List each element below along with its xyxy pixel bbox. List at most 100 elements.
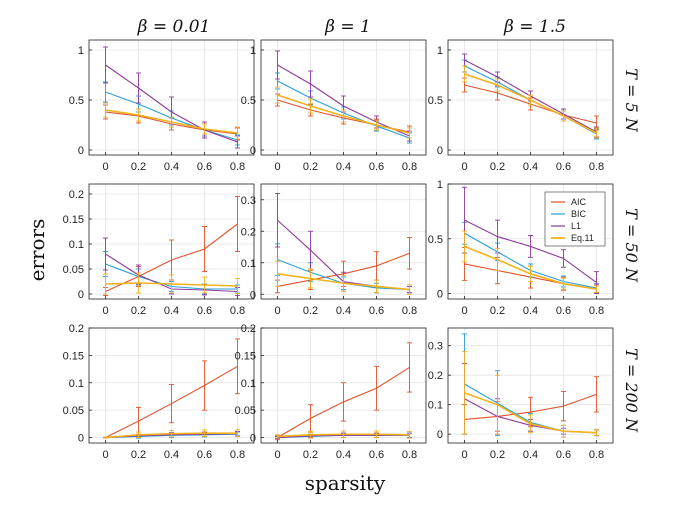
panel-2-2-ytick-label-0: 0: [437, 429, 443, 441]
panel-2-2-ytick-label-3: 0.3: [428, 341, 443, 353]
panel-2-0-ytick-label-1: 0.05: [63, 405, 84, 417]
panel-1-1: 0 0.2 0.4 0.6 0.8 0 0.1 0.2 0.3: [241, 183, 427, 317]
panel-1-1-xtick-label-2: 0.4: [336, 305, 351, 317]
column-title-2: β = 1.5: [503, 17, 566, 37]
panel-0-1-xtick-label-3: 0.6: [369, 161, 384, 173]
panel-2-1-ytick-label-0: 0: [250, 433, 256, 445]
panel-1-1-ytick-label-3: 0.3: [241, 195, 256, 207]
panels-group: 0 0.2 0.4 0.6 0.8 0 0.5 1 0 0.2 0.4 0.6 0.8 0 0.5 1 0 0.2…: [63, 39, 614, 461]
panel-2-1-xtick-label-0: 0: [274, 449, 280, 461]
panel-0-0-ytick-label-0: 0: [78, 145, 84, 157]
panel-2-0-series-aic: [103, 338, 240, 439]
panel-0-0-xtick-label-2: 0.4: [164, 161, 179, 173]
panel-1-2-xtick-label-1: 0.2: [490, 305, 505, 317]
panel-2-2-xtick-label-2: 0.4: [523, 449, 538, 461]
panel-2-1-xtick-label-1: 0.2: [303, 449, 318, 461]
panel-2-1-ytick-label-2: 0.1: [241, 378, 256, 390]
panel-0-2-xtick-label-1: 0.2: [490, 161, 505, 173]
legend-box: [544, 191, 606, 247]
panel-1-0-ytick-label-2: 0.1: [69, 239, 84, 251]
panel-1-2-series-l1: [462, 186, 599, 294]
panel-1-0-series-eq11: [103, 272, 240, 295]
panel-0-2-ytick-label-2: 1: [437, 45, 443, 57]
panel-1-0-xtick-label-0: 0: [102, 305, 108, 317]
panel-2-1-ytick-label-4: 0.2: [241, 323, 256, 335]
panel-1-0-ytick-label-3: 0.15: [63, 214, 84, 226]
panel-2-1-xtick-label-4: 0.8: [402, 449, 417, 461]
panel-1-0-xtick-label-1: 0.2: [131, 305, 146, 317]
panel-0-2: 0 0.2 0.4 0.6 0.8 0 0.5 1: [428, 39, 614, 173]
panel-2-2-xtick-label-3: 0.6: [556, 449, 571, 461]
panel-0-1-ytick-label-1: 0.5: [241, 95, 256, 107]
panel-2-1: 0 0.2 0.4 0.6 0.8 0 0.05 0.1 0.15 0.2: [235, 323, 427, 461]
panel-2-2: 0 0.2 0.4 0.6 0.8 0 0.1 0.2 0.3: [428, 327, 614, 461]
panel-0-0-ytick-label-1: 0.5: [69, 95, 84, 107]
panel-1-1-xtick-label-3: 0.6: [369, 305, 384, 317]
panel-2-0-xtick-label-2: 0.4: [164, 449, 179, 461]
panel-1-1-xtick-label-4: 0.8: [402, 305, 417, 317]
panel-1-0-ytick-label-0: 0: [78, 289, 84, 301]
panel-0-0-xtick-label-1: 0.2: [131, 161, 146, 173]
panel-1-1-xtick-label-0: 0: [274, 305, 280, 317]
panel-2-0-ytick-label-2: 0.1: [69, 378, 84, 390]
legend-label-l1: L1: [571, 221, 581, 231]
panel-0-1-series-eq11: [275, 86, 412, 139]
y-axis-label: errors: [25, 219, 49, 282]
panel-1-2-ytick-label-1: 0.5: [428, 234, 443, 246]
panel-1-2-xtick-label-4: 0.8: [589, 305, 604, 317]
panel-2-0: 0 0.2 0.4 0.6 0.8 0 0.05 0.1 0.15 0.2: [63, 323, 255, 461]
panel-0-1-ytick-label-2: 1: [250, 45, 256, 57]
panel-2-1-ytick-label-1: 0.05: [235, 405, 256, 417]
panel-1-0: 0 0.2 0.4 0.6 0.8 0 0.05 0.1 0.15 0.2: [63, 183, 255, 317]
panel-2-1-xtick-label-2: 0.4: [336, 449, 351, 461]
panel-1-2-xtick-label-2: 0.4: [523, 305, 538, 317]
panel-0-1-xtick-label-4: 0.8: [402, 161, 417, 173]
panel-0-1-xtick-label-1: 0.2: [303, 161, 318, 173]
panel-0-0: 0 0.2 0.4 0.6 0.8 0 0.5 1: [69, 39, 255, 173]
panel-0-2-ytick-label-0: 0: [437, 145, 443, 157]
panel-2-1-xtick-label-3: 0.6: [369, 449, 384, 461]
panel-0-0-xtick-label-0: 0: [102, 161, 108, 173]
panel-2-2-xtick-label-0: 0: [461, 449, 467, 461]
panel-2-2-xtick-label-4: 0.8: [589, 449, 604, 461]
panel-1-2-series-eq11: [462, 230, 599, 293]
panel-0-2-ytick-label-1: 0.5: [428, 95, 443, 107]
panel-0-2-series-eq11: [462, 65, 599, 139]
panel-0-2-xtick-label-4: 0.8: [589, 161, 604, 173]
panel-0-1-ytick-label-0: 0: [250, 145, 256, 157]
panel-0-2-xtick-label-2: 0.4: [523, 161, 538, 173]
legend-label-bic: BIC: [571, 209, 587, 219]
row-label-0: T = 5 N: [622, 68, 641, 133]
panel-1-0-ytick-label-4: 0.2: [69, 189, 84, 201]
panel-2-1-series-aic: [275, 342, 412, 441]
panel-2-0-ytick-label-4: 0.2: [69, 323, 84, 335]
row-label-1: T = 50 N: [622, 208, 641, 283]
panel-1-2-xtick-label-0: 0: [461, 305, 467, 317]
panel-1-1-xtick-label-1: 0.2: [303, 305, 318, 317]
panel-1-0-xtick-label-4: 0.8: [230, 305, 245, 317]
panel-2-0-series-eq11: [103, 429, 240, 439]
panel-2-2-ytick-label-2: 0.2: [428, 370, 443, 382]
panel-2-0-ytick-label-3: 0.15: [63, 350, 84, 362]
panel-2-0-xtick-label-0: 0: [102, 449, 108, 461]
panel-1-2-xtick-label-3: 0.6: [556, 305, 571, 317]
panel-1-2-ytick-label-0: 0: [437, 289, 443, 301]
column-title-1: β = 1: [324, 17, 371, 37]
panel-1-0-xtick-label-3: 0.6: [197, 305, 212, 317]
panel-1-1-ytick-label-1: 0.1: [241, 258, 256, 270]
panel-2-2-series-eq11: [462, 351, 599, 438]
panel-2-1-ytick-label-3: 0.15: [235, 350, 256, 362]
panel-0-0-ytick-label-2: 1: [78, 45, 84, 57]
panel-1-1-ytick-label-0: 0: [250, 289, 256, 301]
panel-0-2-xtick-label-0: 0: [461, 161, 467, 173]
panel-1-0-ytick-label-1: 0.05: [63, 264, 84, 276]
row-label-2: T = 200 N: [622, 348, 641, 433]
panel-0-2-xtick-label-3: 0.6: [556, 161, 571, 173]
panel-1-0-xtick-label-2: 0.4: [164, 305, 179, 317]
panel-0-1-xtick-label-0: 0: [274, 161, 280, 173]
panel-2-0-ytick-label-0: 0: [78, 433, 84, 445]
panel-1-1-ytick-label-2: 0.2: [241, 226, 256, 238]
panel-0-0-series-eq11: [103, 102, 240, 140]
panel-1-1-series-eq11: [275, 260, 412, 295]
